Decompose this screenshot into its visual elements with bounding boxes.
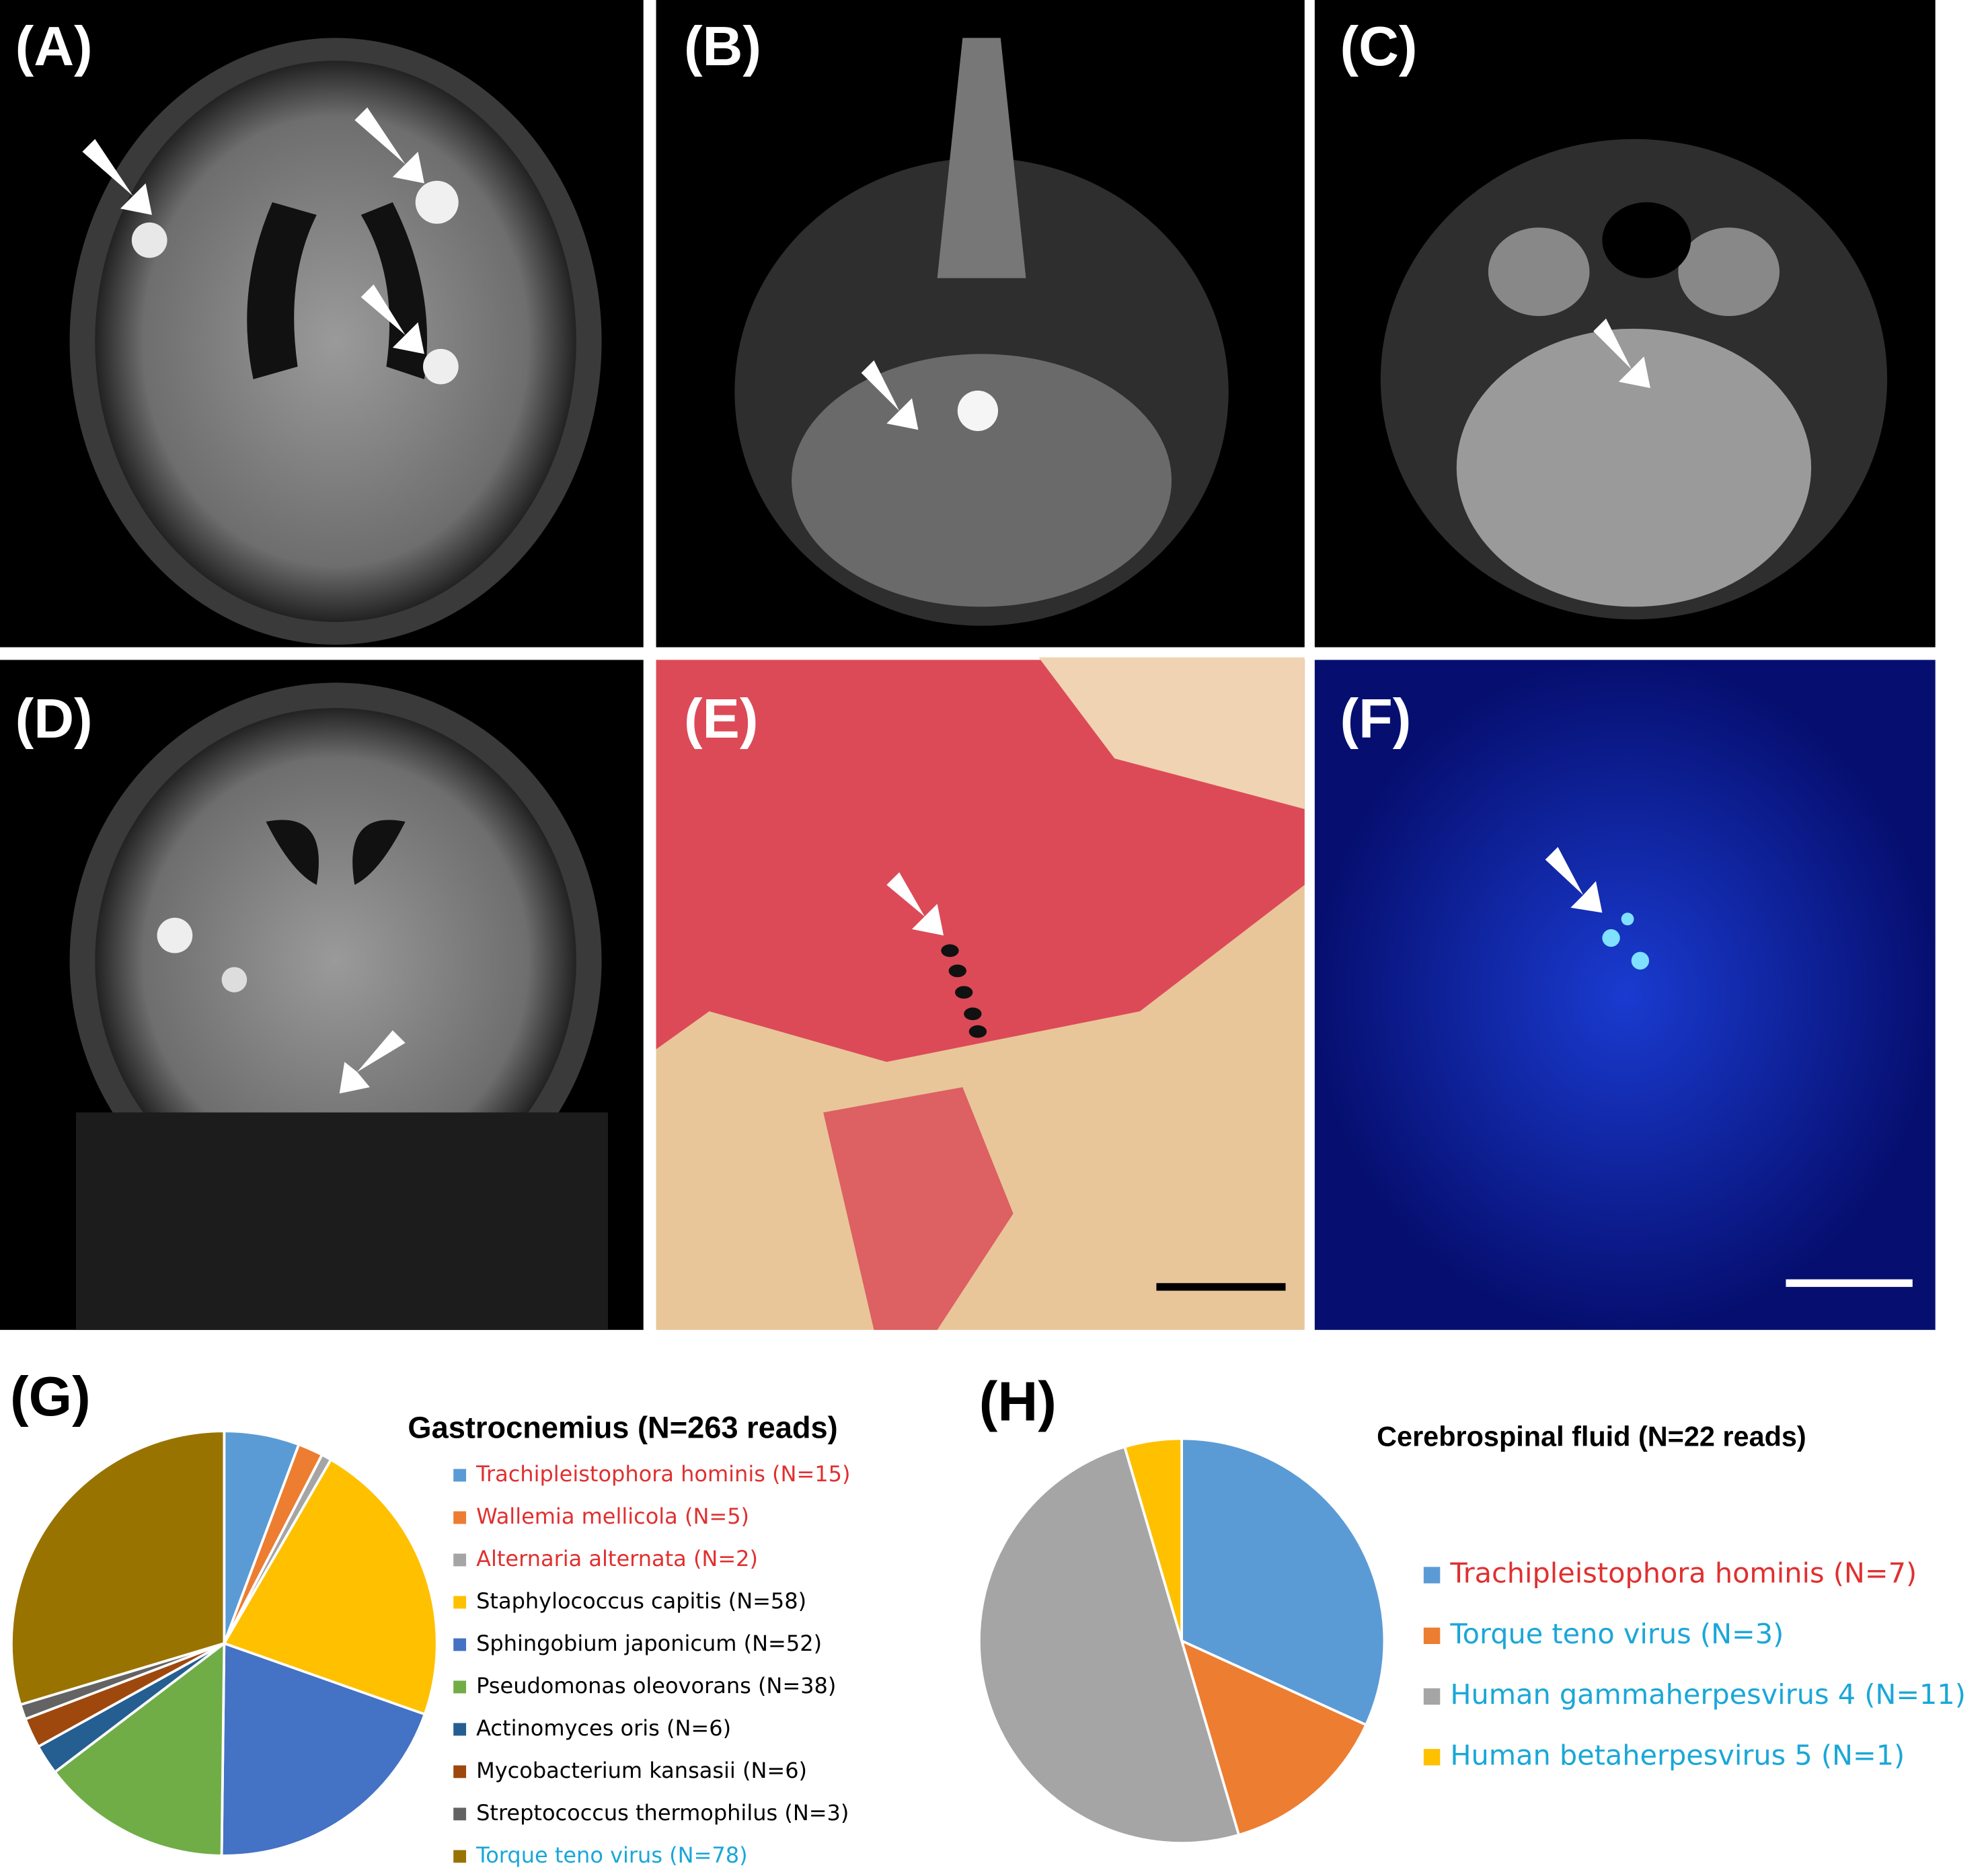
panel-e-image: [656, 657, 1305, 1330]
legend-swatch: [1423, 1567, 1441, 1584]
legend-swatch: [453, 1680, 467, 1694]
legend-label: Trachipleistophora hominis (N=15): [475, 1461, 850, 1487]
legend-label: Alternaria alternata (N=2): [476, 1546, 758, 1571]
legend-swatch: [453, 1850, 467, 1863]
legend-swatch: [453, 1723, 467, 1736]
legend-label: Staphylococcus capitis (N=58): [476, 1588, 806, 1614]
arrows: [82, 107, 1650, 1094]
legend-label: Torque teno virus (N=3): [1449, 1618, 1784, 1650]
panel-f-image: [1314, 660, 1936, 1330]
pie-slice: [977, 1445, 1241, 1845]
panel-d-image: [0, 660, 644, 1330]
legend-swatch: [453, 1638, 467, 1651]
chart-title: Cerebrospinal fluid (N=22 reads): [1377, 1421, 1806, 1452]
legend-label: Sphingobium japonicum (N=52): [476, 1631, 822, 1656]
legend-label: Trachipleistophora hominis (N=7): [1449, 1557, 1917, 1590]
legend-swatch: [453, 1807, 467, 1821]
pie-slice: [10, 1430, 226, 1707]
legend-swatch: [453, 1511, 467, 1524]
legend-label: Actinomyces oris (N=6): [476, 1715, 731, 1741]
legend-label: Torque teno virus (N=78): [475, 1842, 748, 1868]
pie-slice: [1122, 1437, 1183, 1641]
pie-slice: [220, 1641, 426, 1857]
panel-a-image: [0, 0, 644, 648]
pie-slice: [222, 1458, 438, 1716]
panel-label: (C): [1340, 15, 1418, 77]
panel-label: (H): [979, 1370, 1057, 1433]
panel-c-image: [1314, 0, 1936, 648]
panel-label: (B): [684, 15, 761, 77]
legend-swatch: [453, 1469, 467, 1482]
panel-label: (D): [15, 687, 93, 750]
legend-swatch: [1423, 1688, 1441, 1705]
legend-label: Pseudomonas oleovorans (N=38): [476, 1673, 836, 1698]
panel-b-image: [656, 0, 1305, 648]
legend-swatch: [453, 1553, 467, 1567]
pie-slice: [1180, 1638, 1368, 1837]
panel-label: (E): [684, 687, 758, 750]
pie-slice: [53, 1641, 226, 1857]
legend-label: Streptococcus thermophilus (N=3): [476, 1800, 849, 1826]
legend-swatch: [1423, 1627, 1441, 1645]
legend-swatch: [453, 1596, 467, 1609]
legend-label: Human gammaherpesvirus 4 (N=11): [1450, 1678, 1966, 1711]
panel-label: (F): [1340, 687, 1412, 750]
legend-label: Mycobacterium kansasii (N=6): [476, 1758, 807, 1783]
legend-label: Human betaherpesvirus 5 (N=1): [1450, 1739, 1905, 1771]
panel-label: (A): [15, 15, 93, 77]
legend-label: Wallemia mellicola (N=5): [476, 1503, 749, 1529]
pie-slice: [1180, 1437, 1386, 1727]
legend-swatch: [453, 1765, 467, 1779]
panel-label: (G): [10, 1365, 91, 1428]
chart-title: Gastrocnemius (N=263 reads): [408, 1410, 837, 1444]
legend-swatch: [1423, 1749, 1441, 1766]
